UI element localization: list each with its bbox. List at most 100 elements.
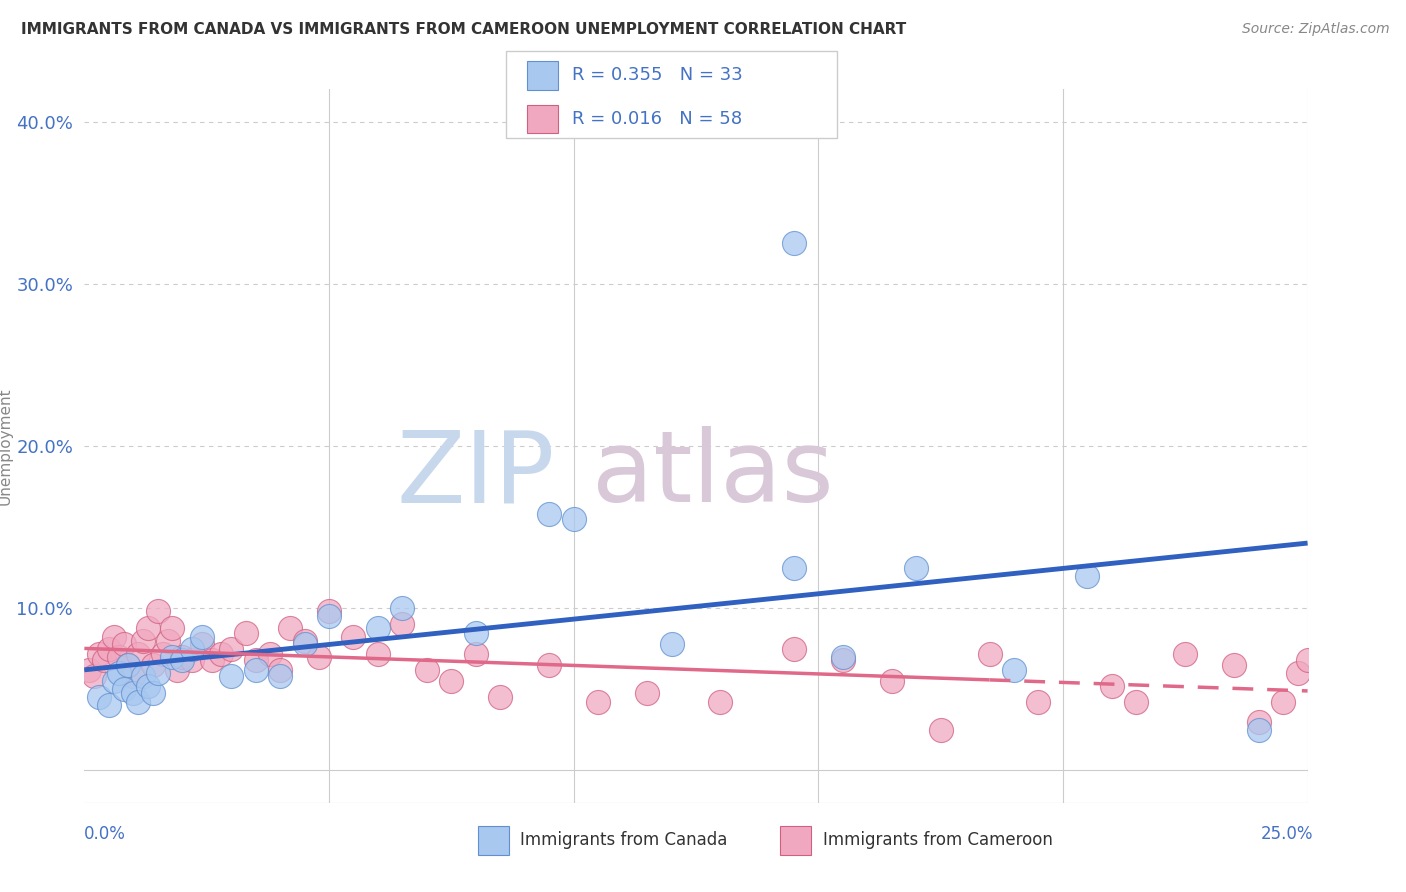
Point — [181, 653, 204, 667]
Text: Source: ZipAtlas.com: Source: ZipAtlas.com — [1241, 22, 1389, 37]
Point — [209, 647, 232, 661]
Point — [97, 698, 120, 713]
Point — [156, 633, 179, 648]
Point — [235, 625, 257, 640]
Point — [245, 663, 267, 677]
Point — [127, 647, 149, 661]
Point — [83, 669, 105, 683]
Point — [136, 679, 159, 693]
Point — [636, 685, 658, 699]
Point — [294, 633, 316, 648]
Point — [87, 647, 110, 661]
Point — [1296, 653, 1319, 667]
Point — [391, 617, 413, 632]
Point — [416, 663, 439, 677]
Point — [929, 723, 952, 737]
Point — [127, 695, 149, 709]
Point — [880, 674, 903, 689]
Point — [391, 601, 413, 615]
Point — [219, 669, 242, 683]
Point — [1125, 695, 1147, 709]
Point — [269, 669, 291, 683]
Point — [464, 625, 486, 640]
Point — [1076, 568, 1098, 582]
Text: IMMIGRANTS FROM CANADA VS IMMIGRANTS FROM CAMEROON UNEMPLOYMENT CORRELATION CHAR: IMMIGRANTS FROM CANADA VS IMMIGRANTS FRO… — [21, 22, 907, 37]
Point — [979, 647, 1001, 661]
Point — [117, 657, 139, 672]
Point — [200, 653, 222, 667]
Point — [538, 657, 561, 672]
Point — [586, 695, 609, 709]
Point — [342, 631, 364, 645]
Text: Immigrants from Canada: Immigrants from Canada — [520, 831, 727, 849]
Point — [709, 695, 731, 709]
Point — [107, 666, 129, 681]
Point — [219, 641, 242, 656]
Point — [136, 621, 159, 635]
Point — [1247, 714, 1270, 729]
Point — [1272, 695, 1295, 709]
Point — [166, 663, 188, 677]
Point — [191, 631, 214, 645]
Point — [783, 560, 806, 574]
Point — [562, 512, 585, 526]
Point — [107, 649, 129, 664]
Y-axis label: Unemployment: Unemployment — [0, 387, 13, 505]
Point — [77, 663, 100, 677]
Point — [905, 560, 928, 574]
Point — [117, 657, 139, 672]
Point — [278, 621, 301, 635]
Point — [367, 647, 389, 661]
Point — [661, 637, 683, 651]
Point — [318, 604, 340, 618]
Point — [538, 507, 561, 521]
Point — [172, 649, 194, 664]
Point — [1286, 666, 1309, 681]
Point — [132, 633, 155, 648]
Point — [172, 653, 194, 667]
Point — [87, 690, 110, 705]
Point — [146, 666, 169, 681]
Point — [367, 621, 389, 635]
Text: 0.0%: 0.0% — [84, 825, 127, 843]
Point — [1174, 647, 1197, 661]
Point — [122, 685, 145, 699]
Point — [1223, 657, 1246, 672]
Point — [259, 647, 281, 661]
Point — [489, 690, 512, 705]
Text: R = 0.016   N = 58: R = 0.016 N = 58 — [572, 110, 742, 128]
Point — [269, 663, 291, 677]
Point — [783, 641, 806, 656]
Text: 25.0%: 25.0% — [1261, 825, 1313, 843]
Point — [440, 674, 463, 689]
Point — [783, 236, 806, 251]
Point — [464, 647, 486, 661]
Point — [112, 682, 135, 697]
Text: Immigrants from Cameroon: Immigrants from Cameroon — [823, 831, 1052, 849]
Point — [1028, 695, 1050, 709]
Point — [97, 641, 120, 656]
Point — [831, 653, 853, 667]
Point — [132, 669, 155, 683]
Point — [1002, 663, 1025, 677]
Point — [831, 649, 853, 664]
Point — [162, 649, 184, 664]
Point — [122, 669, 145, 683]
Point — [93, 653, 115, 667]
Point — [245, 653, 267, 667]
Text: ZIP: ZIP — [396, 426, 555, 523]
Point — [146, 604, 169, 618]
Point — [162, 621, 184, 635]
Point — [294, 637, 316, 651]
Text: atlas: atlas — [592, 426, 834, 523]
Point — [318, 609, 340, 624]
Point — [308, 649, 330, 664]
Point — [1101, 679, 1123, 693]
Point — [181, 641, 204, 656]
Point — [152, 647, 174, 661]
Point — [1247, 723, 1270, 737]
Point — [142, 657, 165, 672]
Text: R = 0.355   N = 33: R = 0.355 N = 33 — [572, 66, 742, 85]
Point — [103, 674, 125, 689]
Point — [142, 685, 165, 699]
